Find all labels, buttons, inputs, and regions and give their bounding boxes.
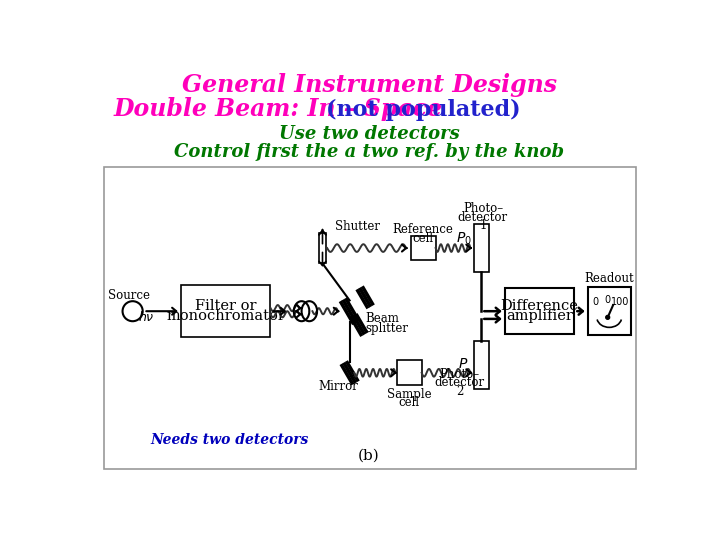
Text: Beam: Beam: [365, 313, 399, 326]
Text: cell: cell: [413, 232, 434, 245]
Text: detector: detector: [435, 376, 485, 389]
Text: 0: 0: [593, 297, 598, 307]
Text: splitter: splitter: [365, 322, 408, 335]
Text: Needs two detectors: Needs two detectors: [150, 433, 309, 447]
Text: Filter or: Filter or: [195, 299, 256, 313]
Text: 100: 100: [611, 297, 629, 307]
Text: Mirror: Mirror: [319, 380, 359, 393]
Text: Control first the a two ref. by the knob: Control first the a two ref. by the knob: [174, 143, 564, 161]
Text: Reference: Reference: [393, 223, 454, 236]
Text: Source: Source: [108, 289, 150, 302]
Bar: [411, 236, 436, 260]
Bar: [181, 285, 270, 338]
Text: amplifier: amplifier: [506, 309, 573, 323]
Bar: [104, 167, 636, 469]
Text: 2: 2: [456, 385, 464, 398]
Bar: [505, 288, 575, 334]
Bar: [397, 361, 422, 385]
Circle shape: [606, 315, 610, 319]
Bar: [588, 287, 631, 335]
Text: (b): (b): [358, 448, 380, 462]
Bar: [474, 224, 489, 272]
Text: monochromator: monochromator: [166, 309, 285, 323]
Text: Double Beam: In – Space: Double Beam: In – Space: [114, 97, 451, 122]
Text: Use two detectors: Use two detectors: [279, 125, 459, 143]
Text: $P$: $P$: [458, 357, 468, 372]
Text: Readout: Readout: [585, 272, 634, 285]
Text: detector: detector: [458, 211, 508, 224]
Text: (not populated): (not populated): [326, 98, 521, 120]
Bar: [319, 233, 326, 262]
Text: Photo–: Photo–: [463, 201, 503, 214]
Text: 0: 0: [605, 295, 611, 305]
Text: cell: cell: [399, 396, 420, 409]
Text: Photo–: Photo–: [440, 368, 480, 381]
Text: $h\nu$: $h\nu$: [138, 310, 154, 325]
Text: Sample: Sample: [387, 388, 431, 401]
Text: 1: 1: [480, 219, 487, 232]
Bar: [474, 341, 489, 389]
Text: General Instrument Designs: General Instrument Designs: [181, 73, 557, 97]
Text: Shutter: Shutter: [335, 220, 380, 233]
Text: Difference: Difference: [500, 299, 578, 313]
Text: $P_0$: $P_0$: [456, 231, 472, 247]
